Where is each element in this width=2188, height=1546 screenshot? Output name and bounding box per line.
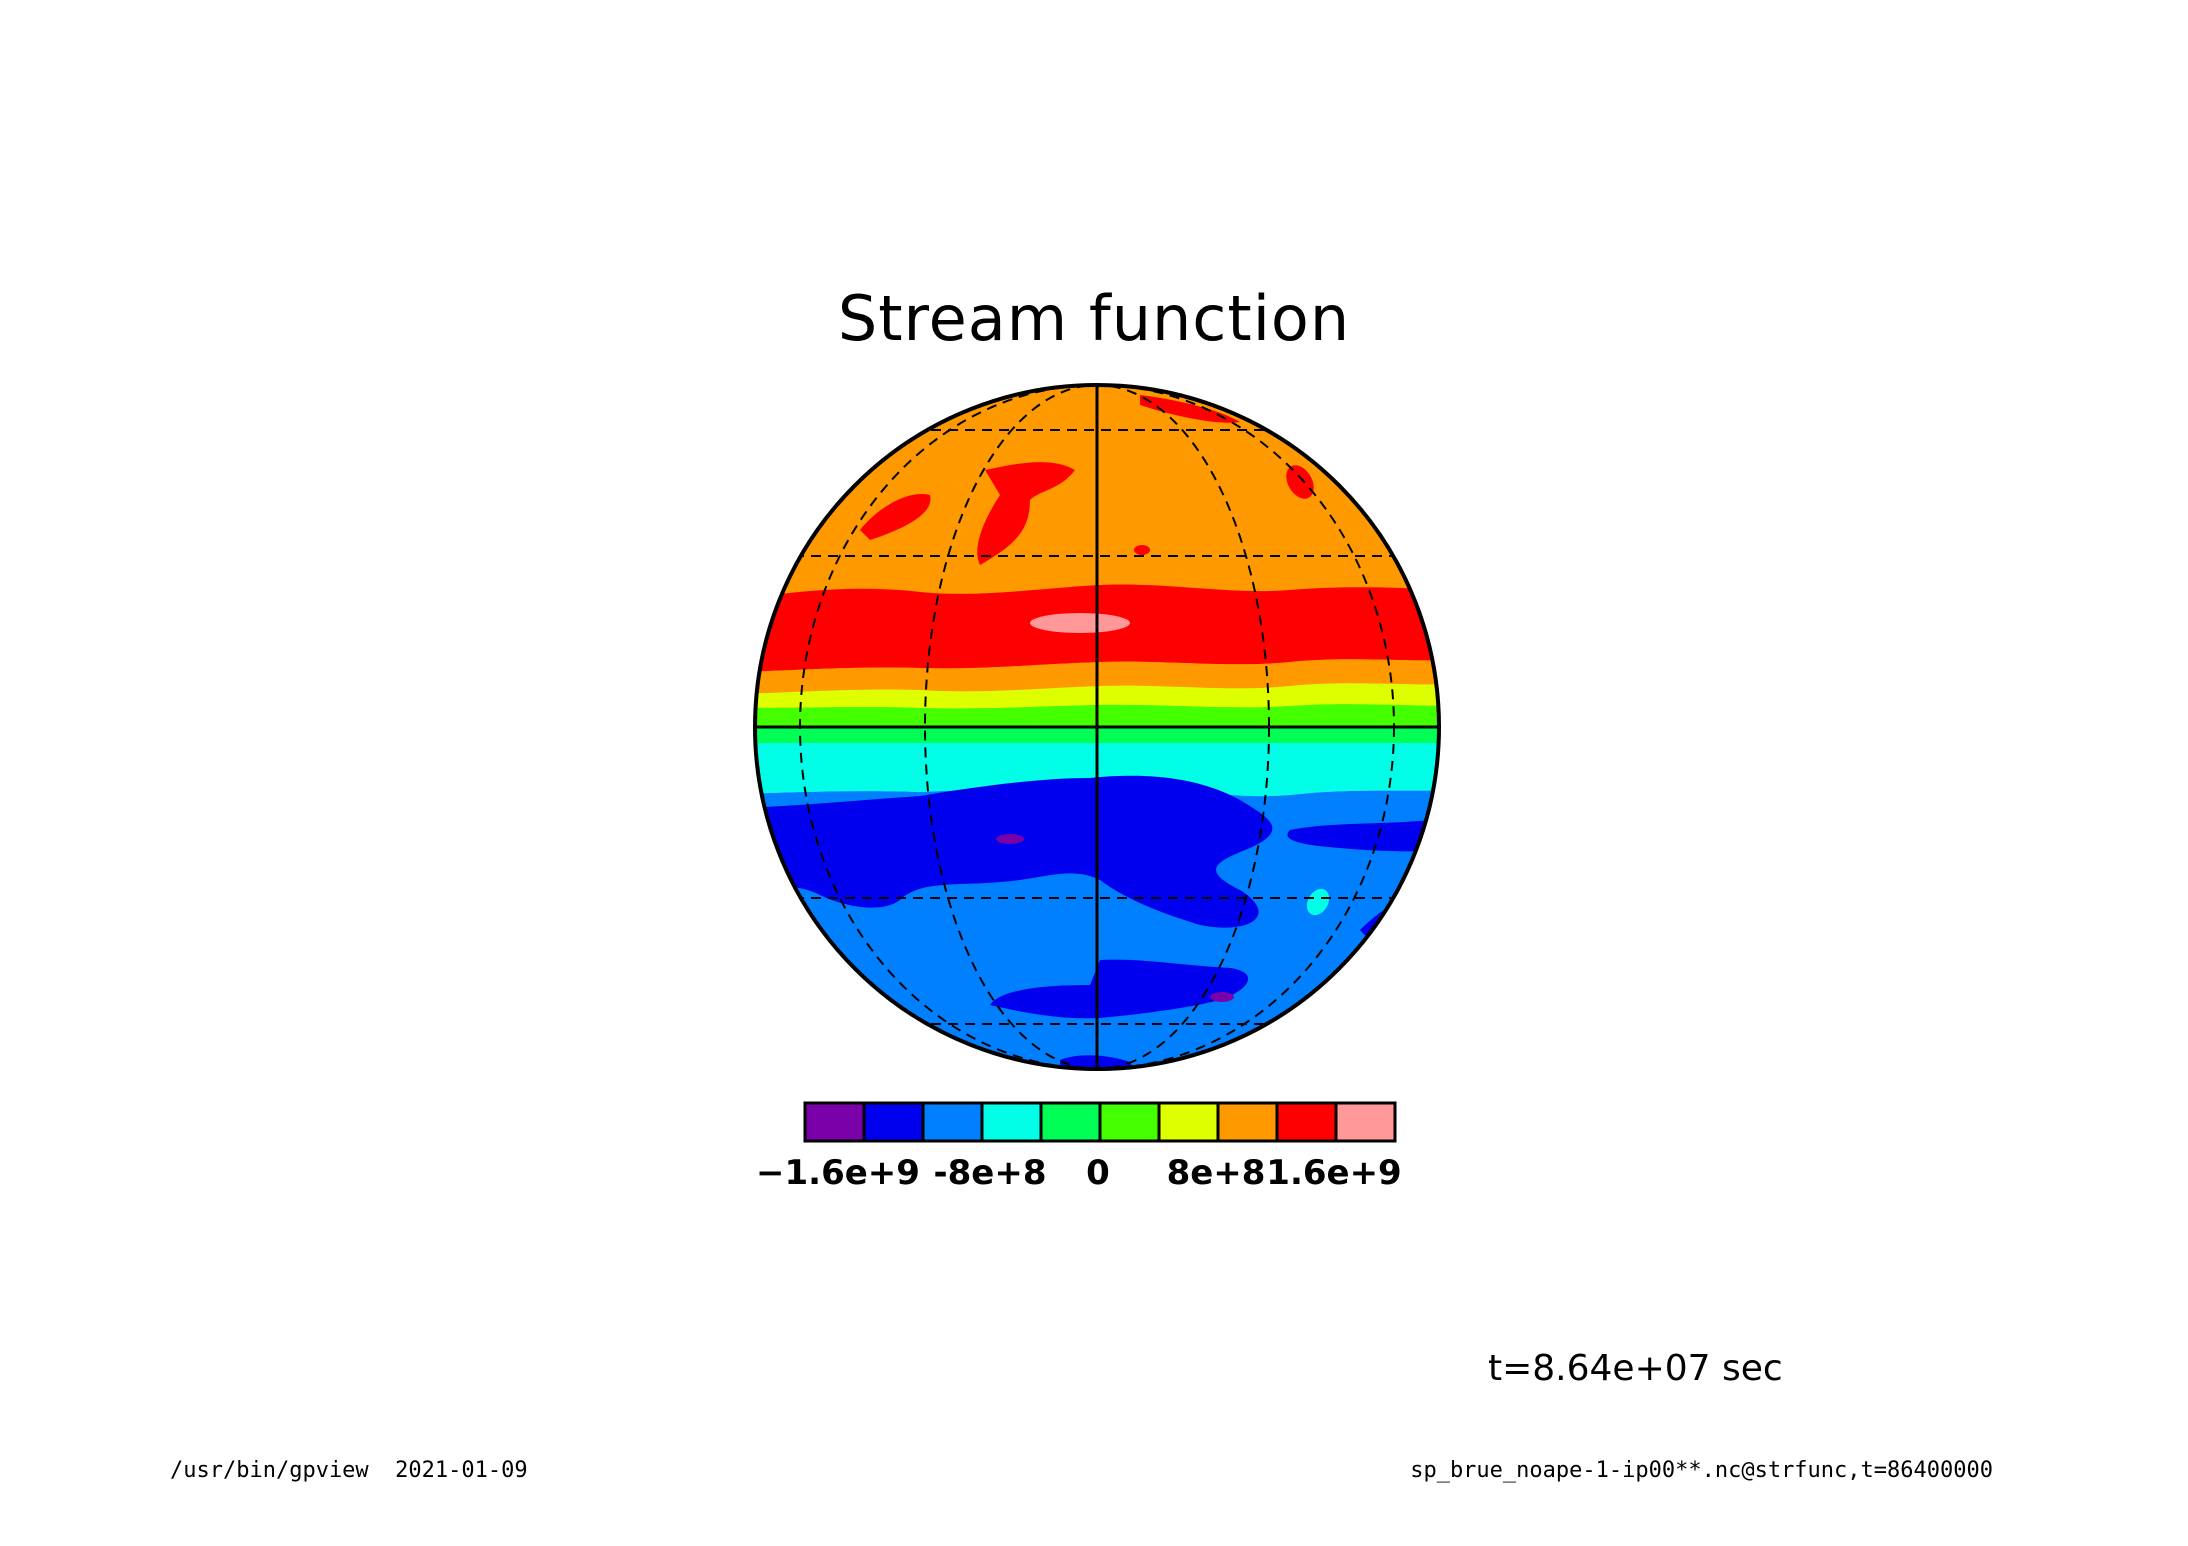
band-green [755, 727, 1439, 743]
colorbar-cell-6 [1157, 1101, 1220, 1143]
colorbar-cell-0 [803, 1101, 866, 1143]
band-blue-main [755, 775, 1273, 928]
red-blob-north-1 [860, 494, 931, 540]
globe-outline [753, 383, 1441, 1071]
colorbar [803, 1101, 1397, 1143]
cyan-spot [1306, 888, 1330, 916]
band-yellow [755, 683, 1439, 709]
colorbar-label-1.6e9: 1.6e+9 [1266, 1153, 1402, 1193]
colorbar-cell-9 [1334, 1101, 1397, 1143]
colorbar-cell-3 [980, 1101, 1043, 1143]
band-blue-south [990, 959, 1249, 1019]
colorbar-cell-7 [1216, 1101, 1279, 1143]
colorbar-cell-2 [921, 1101, 984, 1143]
page-title: Stream function [837, 282, 1351, 355]
stream-function-field [755, 385, 1439, 1069]
colorbar-label-neg-8e8: -8e+8 [933, 1153, 1047, 1193]
colorbar-cell-5 [1098, 1101, 1161, 1143]
footer-program-date: /usr/bin/gpview 2021-01-09 [170, 1458, 528, 1483]
colorbar-label-8e8: 8e+8 [1166, 1153, 1266, 1193]
red-blob-north-2 [977, 462, 1075, 565]
footer-source-file: sp_brue_noape-1-ip00**.nc@strfunc,t=8640… [1410, 1458, 1993, 1483]
band-orange-lower [755, 659, 1439, 694]
colorbar-cell-1 [862, 1101, 925, 1143]
colorbar-cell-8 [1275, 1101, 1338, 1143]
colorbar-label-neg-1.6e9: −1.6e+9 [756, 1153, 920, 1193]
max-pink [1030, 613, 1130, 633]
red-blob-north-3 [1140, 395, 1240, 423]
min-purple [996, 834, 1024, 844]
time-label: t=8.64e+07 sec [1488, 1348, 1783, 1389]
band-cyan [755, 743, 1439, 797]
red-blob-north-4 [1286, 465, 1314, 499]
colorbar-label-zero: 0 [1086, 1153, 1110, 1193]
min-purple-south [1210, 992, 1234, 1002]
colorbar-cell-4 [1039, 1101, 1102, 1143]
band-lime [755, 704, 1439, 727]
red-blob-north-5 [1134, 545, 1150, 555]
